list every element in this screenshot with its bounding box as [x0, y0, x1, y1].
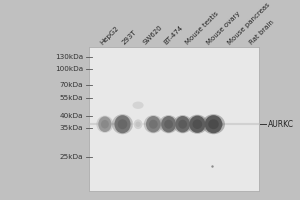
- Ellipse shape: [159, 115, 178, 133]
- Ellipse shape: [101, 120, 109, 129]
- Ellipse shape: [96, 116, 113, 133]
- Ellipse shape: [189, 116, 206, 133]
- Ellipse shape: [187, 115, 208, 134]
- Ellipse shape: [112, 114, 133, 134]
- Ellipse shape: [173, 115, 192, 133]
- Ellipse shape: [175, 116, 190, 132]
- Ellipse shape: [146, 116, 161, 132]
- Ellipse shape: [114, 115, 130, 133]
- Ellipse shape: [193, 119, 202, 129]
- Text: 293T: 293T: [121, 29, 137, 46]
- Bar: [89, 47, 259, 191]
- Text: 40kDa: 40kDa: [59, 113, 83, 119]
- Text: HepG2: HepG2: [99, 25, 120, 46]
- Ellipse shape: [178, 120, 187, 129]
- Ellipse shape: [135, 121, 141, 127]
- Text: SW620: SW620: [142, 24, 164, 46]
- Ellipse shape: [205, 115, 222, 133]
- Ellipse shape: [144, 115, 163, 133]
- Ellipse shape: [132, 119, 144, 130]
- Text: 55kDa: 55kDa: [59, 95, 83, 101]
- Text: 100kDa: 100kDa: [55, 66, 83, 72]
- Ellipse shape: [202, 114, 225, 134]
- Text: Mouse pancreas: Mouse pancreas: [227, 1, 272, 46]
- Ellipse shape: [98, 116, 112, 132]
- Text: BT-474: BT-474: [163, 25, 184, 46]
- Text: Mouse testis: Mouse testis: [184, 11, 220, 46]
- Text: AURKC: AURKC: [268, 120, 294, 129]
- Text: 130kDa: 130kDa: [55, 54, 83, 60]
- Ellipse shape: [161, 116, 176, 132]
- Ellipse shape: [134, 119, 142, 129]
- Ellipse shape: [208, 119, 219, 129]
- Ellipse shape: [149, 120, 158, 129]
- Text: 25kDa: 25kDa: [59, 154, 83, 160]
- Text: 35kDa: 35kDa: [59, 125, 83, 131]
- Text: 70kDa: 70kDa: [59, 82, 83, 88]
- Text: Rat brain: Rat brain: [248, 19, 275, 46]
- Ellipse shape: [118, 119, 128, 129]
- Ellipse shape: [133, 102, 144, 109]
- Ellipse shape: [164, 120, 173, 129]
- Text: Mouse ovary: Mouse ovary: [206, 10, 242, 46]
